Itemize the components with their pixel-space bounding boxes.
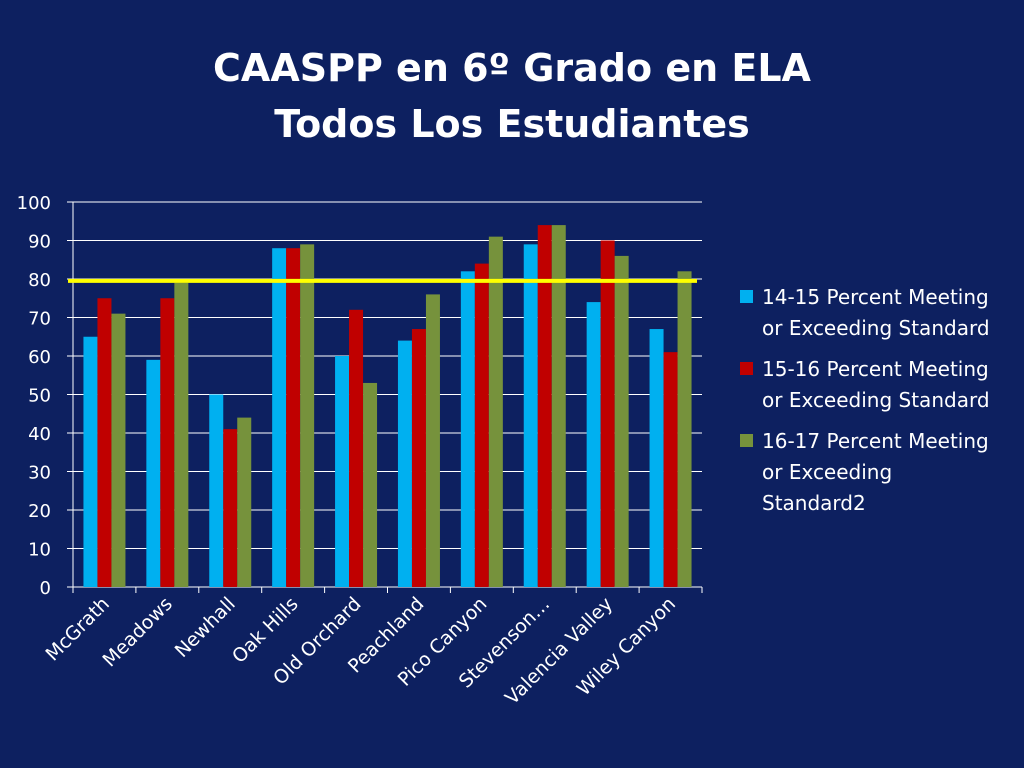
- legend-label: 14-15 Percent Meeting or Exceeding Stand…: [762, 285, 990, 340]
- bar: [209, 394, 224, 587]
- bar: [160, 298, 175, 587]
- bar: [111, 313, 126, 587]
- y-tick-label: 40: [28, 424, 51, 445]
- y-tick-label: 0: [40, 578, 51, 599]
- bar: [83, 336, 98, 587]
- bar: [223, 429, 238, 587]
- bar: [537, 225, 552, 587]
- bar: [335, 356, 350, 587]
- slide-title: CAASPP en 6º Grado en ELA Todos Los Estu…: [0, 40, 1024, 152]
- y-tick-label: 80: [28, 270, 51, 291]
- bar: [397, 340, 412, 587]
- legend-swatch: [740, 362, 753, 375]
- bar: [174, 282, 189, 587]
- y-tick-label: 60: [28, 347, 51, 368]
- legend-item: 15-16 Percent Meeting or Exceeding Stand…: [740, 354, 1020, 416]
- bar: [614, 255, 629, 587]
- y-tick-label: 30: [28, 463, 51, 484]
- y-tick-label: 90: [28, 232, 51, 253]
- bar: [460, 271, 475, 587]
- bar: [300, 244, 315, 587]
- bar: [425, 294, 440, 587]
- bar: [411, 329, 426, 587]
- bar: [474, 263, 489, 587]
- y-tick-label: 50: [28, 386, 51, 407]
- x-tick-label: Valencia Valley: [501, 593, 617, 709]
- y-tick-label: 20: [28, 501, 51, 522]
- bar: [488, 236, 503, 587]
- legend-item: 16-17 Percent Meeting or Exceeding Stand…: [740, 426, 1020, 519]
- legend-label: 16-17 Percent Meeting or Exceeding Stand…: [762, 429, 989, 515]
- legend-item: 14-15 Percent Meeting or Exceeding Stand…: [740, 282, 1020, 344]
- bar: [677, 271, 692, 587]
- bar: [523, 244, 538, 587]
- bar: [663, 352, 678, 587]
- legend-swatch: [740, 434, 753, 447]
- x-tick-label: Meadows: [98, 593, 176, 671]
- legend-swatch: [740, 290, 753, 303]
- bar: [551, 225, 566, 587]
- bar: [349, 309, 364, 587]
- title-line-1: CAASPP en 6º Grado en ELA: [213, 46, 811, 90]
- bar: [600, 240, 615, 587]
- bar: [586, 302, 601, 587]
- bar: [237, 417, 252, 587]
- bar: [363, 382, 378, 587]
- bar: [286, 248, 301, 587]
- bar: [146, 359, 161, 587]
- y-tick-label: 10: [28, 540, 51, 561]
- bar: [272, 248, 287, 587]
- title-line-2: Todos Los Estudiantes: [274, 102, 750, 146]
- legend-label: 15-16 Percent Meeting or Exceeding Stand…: [762, 357, 990, 412]
- bar: [649, 329, 664, 587]
- y-tick-label: 70: [28, 309, 51, 330]
- bar: [97, 298, 112, 587]
- y-tick-label: 100: [17, 193, 51, 214]
- chart-legend: 14-15 Percent Meeting or Exceeding Stand…: [740, 282, 1020, 529]
